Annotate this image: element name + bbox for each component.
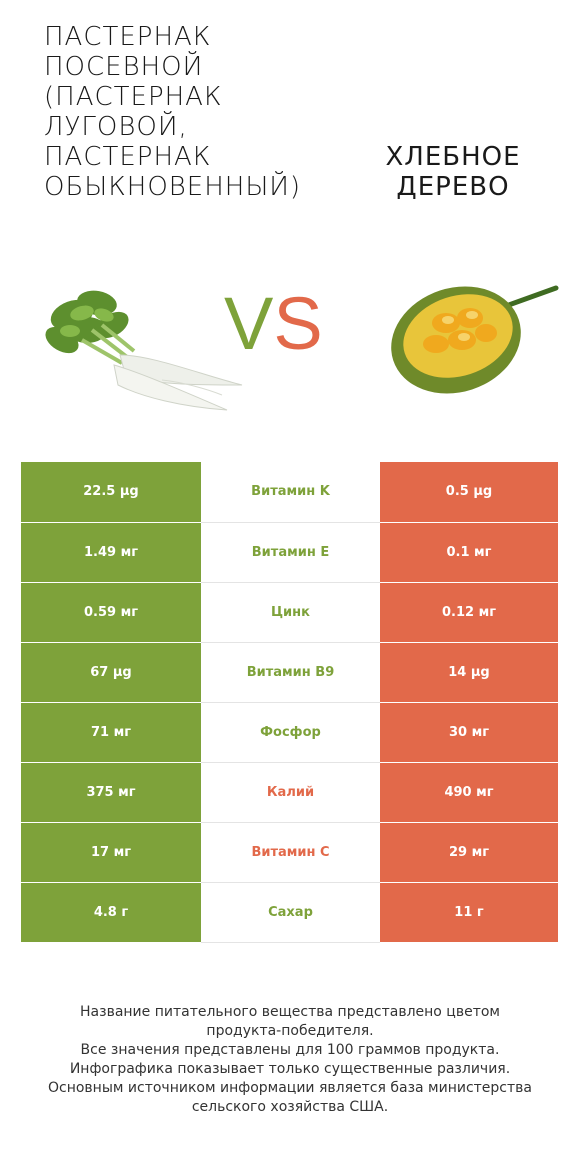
left-value: 67 µg <box>21 642 201 703</box>
left-title-line: ПОСЕВНОЙ <box>44 52 204 82</box>
left-value: 71 мг <box>21 702 201 763</box>
left-value: 1.49 мг <box>21 522 201 583</box>
vs-label: VS <box>224 284 323 364</box>
left-title-line: ЛУГОВОЙ, <box>44 112 188 142</box>
footer-line: Название питательного вещества представл… <box>80 1004 500 1020</box>
table-row: 0.59 мг Цинк 0.12 мг <box>21 582 558 643</box>
footer-line: Все значения представлены для 100 граммо… <box>80 1042 500 1058</box>
left-value: 17 мг <box>21 822 201 883</box>
table-row: 4.8 г Сахар 11 г <box>21 882 558 943</box>
nutrient-name: Витамин B9 <box>201 642 380 703</box>
right-value: 14 µg <box>380 642 558 703</box>
left-product-title: ПАСТЕРНАК ПОСЕВНОЙ (ПАСТЕРНАК ЛУГОВОЙ, П… <box>44 22 302 202</box>
left-value: 4.8 г <box>21 882 201 943</box>
nutrient-name: Витамин K <box>201 462 380 523</box>
nutrient-name: Фосфор <box>201 702 380 763</box>
parsnip-image <box>45 290 243 411</box>
nutrient-name: Сахар <box>201 882 380 943</box>
left-title-line: ОБЫКНОВЕННЫЙ) <box>44 172 302 202</box>
table-row: 1.49 мг Витамин E 0.1 мг <box>21 522 558 583</box>
left-value: 22.5 µg <box>21 462 201 523</box>
vs-s: S <box>273 282 323 365</box>
left-value: 0.59 мг <box>21 582 201 643</box>
nutrient-name: Витамин C <box>201 822 380 883</box>
nutrient-comparison-table: 22.5 µg Витамин K 0.5 µg 1.49 мг Витамин E 0.… <box>21 462 558 943</box>
right-product-title: ХЛЕБНОЕ ДЕРЕВО <box>378 142 528 202</box>
right-value: 0.1 мг <box>380 522 558 583</box>
right-value: 29 мг <box>380 822 558 883</box>
footer-line: продукта-победителя. <box>206 1023 374 1039</box>
right-value: 30 мг <box>380 702 558 763</box>
right-value: 11 г <box>380 882 558 943</box>
jackfruit-image <box>391 285 559 394</box>
right-title-line: ДЕРЕВО <box>396 172 510 202</box>
footer-note: Название питательного вещества представл… <box>20 1003 560 1117</box>
table-row: 71 мг Фосфор 30 мг <box>21 702 558 763</box>
right-title-line: ХЛЕБНОЕ <box>385 142 521 172</box>
table-row: 375 мг Калий 490 мг <box>21 762 558 823</box>
table-row: 67 µg Витамин B9 14 µg <box>21 642 558 703</box>
right-value: 0.12 мг <box>380 582 558 643</box>
left-title-line: ПАСТЕРНАК <box>44 22 212 52</box>
vs-v: V <box>224 282 274 365</box>
table-row: 22.5 µg Витамин K 0.5 µg <box>21 462 558 523</box>
footer-line: Инфографика показывает только существенн… <box>69 1061 511 1077</box>
nutrient-name: Витамин E <box>201 522 380 583</box>
right-value: 490 мг <box>380 762 558 823</box>
right-value: 0.5 µg <box>380 462 558 523</box>
left-title-line: ПАСТЕРНАК <box>44 142 212 172</box>
footer-line: Основным источником информации является … <box>48 1080 532 1096</box>
nutrient-name: Цинк <box>201 582 380 643</box>
left-title-line: (ПАСТЕРНАК <box>44 82 223 112</box>
table-row: 17 мг Витамин C 29 мг <box>21 822 558 883</box>
footer-line: сельского хозяйства США. <box>191 1099 389 1115</box>
left-value: 375 мг <box>21 762 201 823</box>
nutrient-name: Калий <box>201 762 380 823</box>
